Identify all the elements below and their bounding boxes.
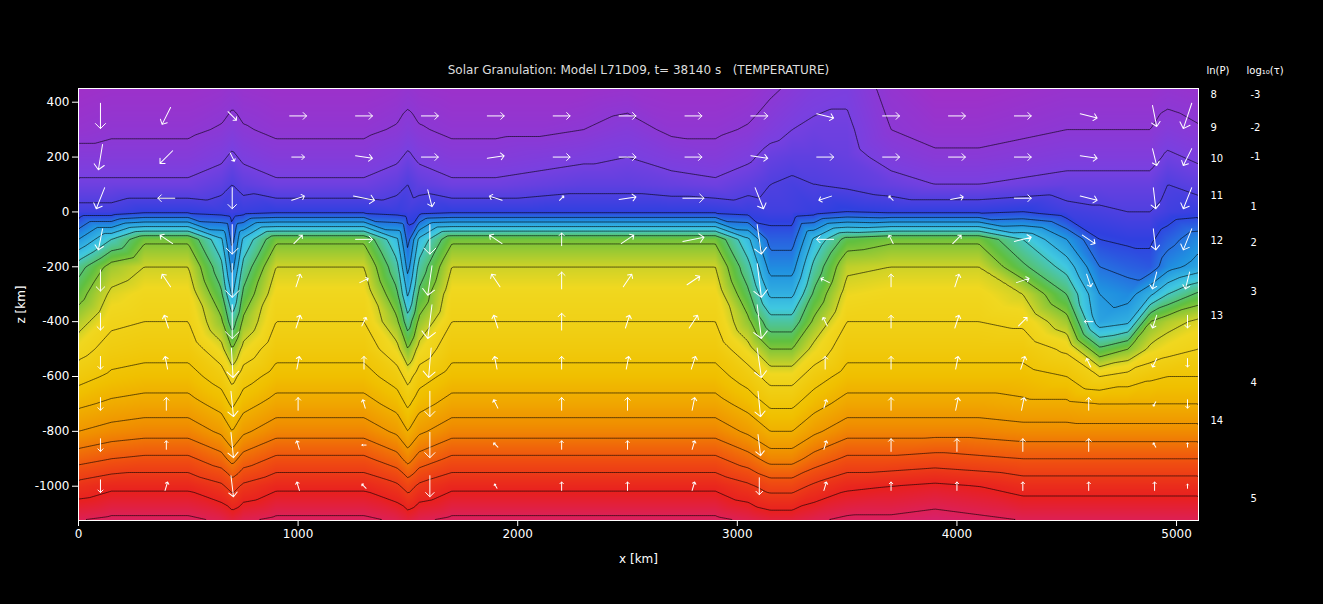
svg-text:2000: 2000 bbox=[502, 527, 533, 541]
svg-text:11: 11 bbox=[1211, 190, 1224, 201]
svg-text:-1000: -1000 bbox=[35, 479, 70, 493]
svg-text:8: 8 bbox=[1211, 89, 1217, 100]
svg-text:Solar Granulation: Model L71D0: Solar Granulation: Model L71D09, t= 3814… bbox=[448, 63, 830, 77]
svg-text:9: 9 bbox=[1211, 122, 1217, 133]
svg-text:5000: 5000 bbox=[1161, 527, 1192, 541]
svg-text:0: 0 bbox=[75, 527, 83, 541]
svg-text:1000: 1000 bbox=[283, 527, 314, 541]
svg-text:200: 200 bbox=[47, 150, 70, 164]
svg-text:5: 5 bbox=[1251, 493, 1257, 504]
svg-text:-200: -200 bbox=[42, 260, 69, 274]
svg-text:-2: -2 bbox=[1251, 122, 1261, 133]
svg-text:0: 0 bbox=[62, 205, 70, 219]
svg-text:-3: -3 bbox=[1251, 89, 1261, 100]
svg-text:-600: -600 bbox=[42, 369, 69, 383]
svg-text:4000: 4000 bbox=[942, 527, 973, 541]
svg-text:1: 1 bbox=[1251, 201, 1257, 212]
svg-text:13: 13 bbox=[1211, 310, 1224, 321]
svg-text:2: 2 bbox=[1251, 237, 1257, 248]
svg-text:3: 3 bbox=[1251, 286, 1257, 297]
svg-text:x [km]: x [km] bbox=[619, 552, 658, 566]
svg-text:14: 14 bbox=[1211, 415, 1224, 426]
svg-text:ln(P): ln(P) bbox=[1207, 65, 1230, 76]
svg-text:12: 12 bbox=[1211, 235, 1224, 246]
svg-text:z [km]: z [km] bbox=[14, 285, 28, 323]
svg-text:-800: -800 bbox=[42, 424, 69, 438]
svg-text:3000: 3000 bbox=[722, 527, 753, 541]
svg-text:4: 4 bbox=[1251, 377, 1257, 388]
svg-text:log₁₀(τ): log₁₀(τ) bbox=[1247, 65, 1284, 76]
svg-text:-1: -1 bbox=[1251, 151, 1261, 162]
svg-text:10: 10 bbox=[1211, 153, 1224, 164]
svg-text:400: 400 bbox=[47, 95, 70, 109]
svg-text:-400: -400 bbox=[42, 314, 69, 328]
